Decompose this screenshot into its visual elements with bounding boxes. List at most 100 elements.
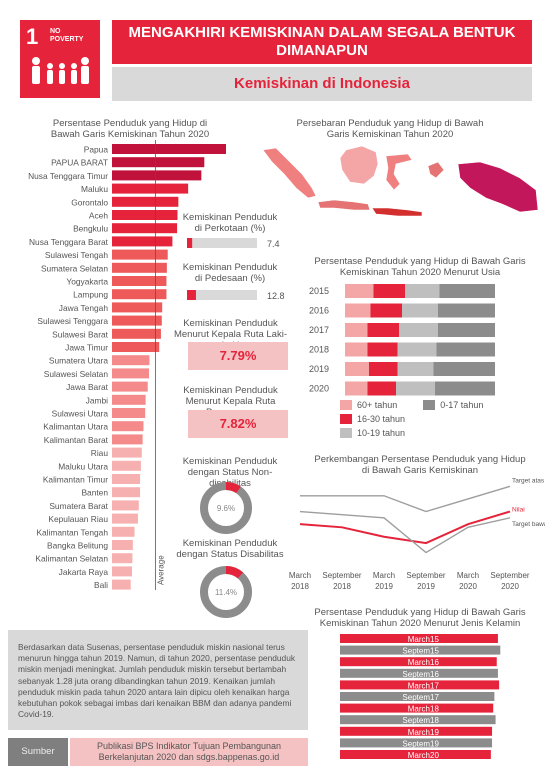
tick-label: Papua: [84, 145, 109, 155]
tick-label: Riau: [91, 448, 109, 458]
bar-label: 20: [430, 751, 439, 760]
bar: [112, 183, 189, 194]
tick-label: Sulawesi Utara: [52, 409, 109, 419]
bar: [340, 715, 496, 725]
tick-label: 2019: [375, 582, 393, 591]
bar: [187, 290, 196, 300]
bar-label: March: [408, 658, 430, 667]
bar-label: March: [408, 635, 430, 644]
tick-label: Sumatera Selatan: [41, 263, 108, 273]
bar-label: March: [408, 681, 430, 690]
bar: [112, 408, 146, 418]
bar: [340, 668, 498, 678]
data-label: 9.6%: [217, 504, 235, 513]
nondisab-donut: 9.6%: [200, 482, 252, 534]
bar-segment: [433, 362, 495, 376]
indonesia-map: [262, 145, 539, 217]
bar: [187, 238, 193, 248]
bar: [112, 513, 138, 524]
age-stacked-chart: 2015 2016 2017 2018 2019 2020: [309, 284, 495, 396]
bar: [112, 302, 163, 313]
tick-label: Maluku Utara: [58, 461, 108, 471]
series-line: [299, 510, 511, 554]
data-label: 11.4%: [215, 588, 237, 597]
bar-label: 19: [430, 728, 439, 737]
bar-segment: [436, 342, 495, 357]
bar: [112, 553, 133, 564]
bar-segment: [345, 284, 374, 298]
map-sumatra: [262, 147, 317, 199]
bar-segment: [369, 362, 398, 376]
bar-segment: [345, 323, 368, 337]
tick-label: Kalimantan Selatan: [35, 554, 108, 564]
map-maluku: [427, 161, 445, 179]
bar-label: Septem: [402, 647, 430, 656]
tick-label: 2018: [333, 582, 351, 591]
tick-label: Sulawesi Tenggara: [37, 316, 108, 326]
bar: [112, 196, 179, 207]
tick-label: 2020: [459, 582, 477, 591]
legend-item: 60+ tahun: [340, 400, 397, 410]
tick-label: Jakarta Raya: [59, 567, 109, 577]
bar: [340, 692, 495, 701]
data-label: 7.4: [267, 239, 280, 249]
tick-label: 2018: [309, 345, 329, 355]
bar-label: 17: [430, 681, 439, 690]
legend-item: 16-30 tahun: [340, 414, 405, 424]
bar-segment: [438, 323, 495, 337]
tick-label: 2020: [309, 384, 329, 394]
bar: [112, 223, 178, 234]
tick-label: Jawa Barat: [66, 382, 109, 392]
sdg-number: 1: [26, 24, 39, 49]
bar-segment: [370, 303, 402, 318]
rural-bar: 12.8: [187, 290, 285, 301]
legend-swatch: [340, 400, 352, 410]
tick-label: Bali: [94, 580, 108, 590]
tick-label: Kalimantan Barat: [44, 435, 109, 445]
bar: [112, 579, 131, 590]
bar-label: 16: [430, 658, 439, 667]
map-kalimantan: [339, 145, 379, 185]
bar-segment: [345, 342, 368, 357]
legend-swatch: [340, 414, 352, 424]
bar: [112, 526, 135, 537]
tick-label: Sulawesi Selatan: [44, 369, 109, 379]
tick-label: Jambi: [86, 395, 108, 405]
bar: [112, 487, 141, 498]
legend-item: 10-19 tahun: [340, 428, 530, 438]
bar: [112, 368, 150, 379]
bar: [112, 170, 202, 181]
tick-label: Kalimantan Utara: [43, 422, 108, 432]
bar-segment: [367, 381, 396, 396]
bar-label: March: [408, 705, 430, 714]
bar: [340, 680, 500, 690]
bar-track: [187, 238, 257, 248]
tick-label: 2015: [309, 286, 329, 296]
bar: [340, 703, 494, 713]
tick-label: September: [406, 571, 445, 580]
bar: [112, 249, 168, 260]
family-icon: [32, 57, 89, 84]
bar-segment: [397, 342, 437, 357]
bar: [340, 657, 497, 667]
province-chart-title: Persentase Penduduk yang Hidup di Bawah …: [50, 118, 210, 140]
tick-label: Jawa Timur: [65, 343, 108, 353]
tick-label: 2016: [309, 306, 329, 316]
source-text: Publikasi BPS Indikator Tujuan Pembangun…: [70, 738, 308, 766]
subtitle-band: [112, 67, 532, 101]
bar: [112, 157, 205, 168]
bar-segment: [373, 284, 405, 298]
bar-segment: [345, 303, 371, 318]
tick-label: Lampung: [73, 290, 108, 300]
tick-label: Bengkulu: [73, 224, 108, 234]
bar: [112, 144, 226, 154]
tick-label: Nusa Tenggara Timur: [28, 171, 108, 181]
bar: [112, 460, 141, 471]
age-legend: 60+ tahun 0-17 tahun 16-30 tahun 10-19 t…: [340, 400, 530, 438]
sdg-label: NO POVERTY: [50, 28, 84, 43]
bar-segment: [345, 362, 369, 376]
map-java: [317, 199, 371, 211]
tick-label: 2019: [417, 582, 435, 591]
legend-swatch: [340, 428, 352, 438]
bar: [112, 315, 162, 326]
